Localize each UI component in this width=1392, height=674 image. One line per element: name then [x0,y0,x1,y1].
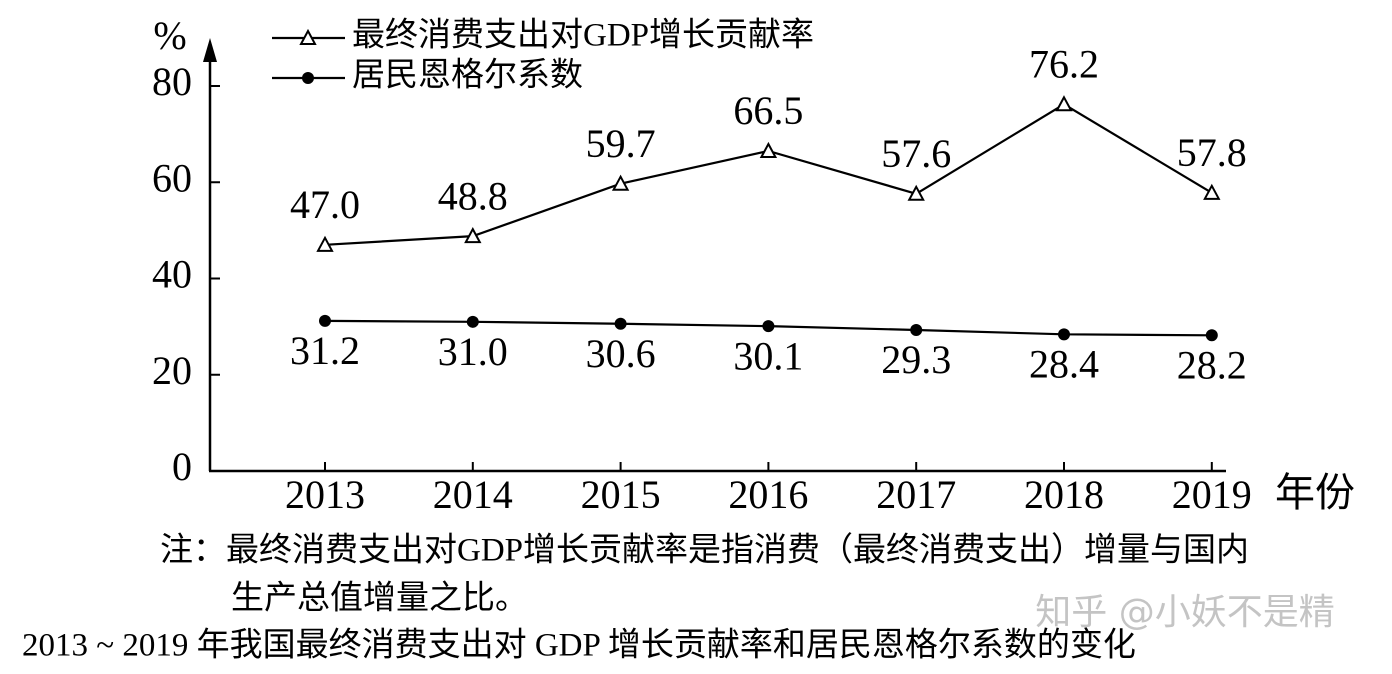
value-label: 59.7 [586,121,656,166]
marker [302,72,314,84]
marker [759,141,778,158]
marker [611,174,630,191]
y-axis-label: % [153,13,186,58]
value-label: 66.5 [733,88,803,133]
value-label: 28.4 [1029,341,1099,386]
x-tick-label: 2018 [1024,472,1104,517]
y-axis-arrow [203,38,217,62]
marker [1055,95,1073,112]
marker [907,184,925,201]
marker [466,315,479,328]
x-tick-label: 2013 [285,472,365,517]
value-label: 57.6 [881,131,951,176]
value-label: 28.2 [1177,342,1247,387]
x-tick-label: 2019 [1172,472,1252,517]
watermark: 知乎 @小妖不是精 [1035,592,1334,633]
caption: 2013 ~ 2019 年我国最终消费支出对 GDP 增长贡献率和居民恩格尔系数… [22,627,1136,664]
note-line: 生产总值增量之比。 [231,580,528,617]
value-label: 76.2 [1029,41,1099,86]
y-tick-label: 60 [152,155,192,200]
x-tick-label: 2017 [876,472,956,517]
marker [299,28,317,45]
note-line: 注：最终消费支出对GDP增长贡献率是指消费（最终消费支出）增量与国内 [160,532,1249,569]
legend-label: 最终消费支出对GDP增长贡献率 [352,17,814,54]
x-axis-label: 年份 [1275,470,1355,515]
marker [762,320,775,333]
value-label: 30.6 [586,331,656,376]
marker [1205,329,1218,342]
marker [1058,328,1070,341]
value-label: 31.0 [438,329,508,374]
value-label: 29.3 [881,337,951,382]
marker [464,227,482,244]
x-tick-label: 2015 [581,472,661,517]
x-tick-label: 2014 [433,472,513,517]
y-tick-label: 20 [152,348,192,393]
marker [316,235,334,252]
marker [319,314,331,327]
marker [910,323,923,336]
y-tick-label: 80 [152,59,192,104]
value-label: 47.0 [290,182,360,227]
x-tick-label: 2016 [728,472,808,517]
value-label: 31.2 [290,328,360,373]
marker [1203,183,1221,200]
value-label: 48.8 [438,173,508,218]
legend-label: 居民恩格尔系数 [352,57,583,94]
value-label: 30.1 [733,333,803,378]
y-tick-label: 0 [172,444,192,489]
y-tick-label: 40 [152,252,192,297]
marker [614,317,627,330]
value-label: 57.8 [1177,130,1247,175]
